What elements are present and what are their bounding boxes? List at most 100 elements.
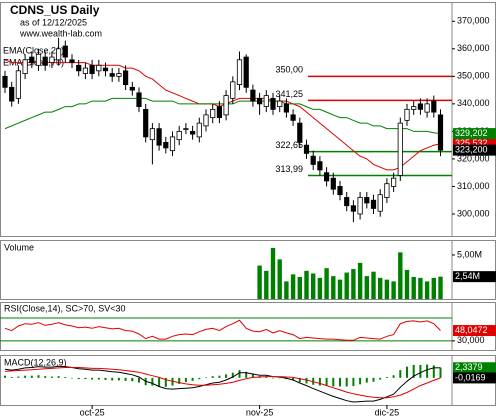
histogram-bar: [359, 377, 362, 385]
candle-body: [89, 64, 95, 74]
volume-bar: [398, 252, 403, 299]
candle-body: [49, 56, 55, 63]
volume-bar: [378, 277, 383, 299]
histogram-bar: [439, 367, 442, 378]
value-label: 2,54M: [455, 271, 480, 281]
candle-body: [337, 186, 343, 196]
candle-body: [310, 155, 316, 165]
panel-title: Volume: [4, 242, 34, 252]
volume-bar: [337, 279, 343, 299]
histogram-bar: [131, 377, 134, 382]
candle-body: [370, 199, 377, 209]
histogram-bar: [406, 366, 408, 378]
chart-title: CDNS_US Daily: [10, 3, 100, 17]
histogram-bar: [332, 377, 335, 387]
histogram-bar: [379, 377, 382, 380]
candle-body: [196, 122, 202, 138]
value-label: 2,3379: [455, 362, 483, 372]
histogram-bar: [385, 376, 388, 378]
histogram-bar: [272, 377, 274, 379]
candle-body: [109, 73, 115, 77]
value-label: -0,0169: [455, 372, 486, 382]
histogram-bar: [104, 377, 107, 380]
histogram-bar: [44, 376, 47, 378]
candle-body: [56, 48, 62, 61]
candle-body: [223, 95, 229, 116]
histogram-bar: [211, 376, 214, 378]
histogram-bar: [325, 377, 328, 387]
histogram-bar: [251, 374, 254, 378]
volume-bar: [364, 276, 369, 299]
panel-title: RSI(Close,14), SC>70, SV<30: [4, 303, 126, 313]
candle-body: [377, 194, 383, 212]
candle-body: [129, 86, 135, 91]
candle-body: [102, 67, 109, 72]
ema-line: [4, 97, 441, 135]
histogram-bar: [84, 377, 87, 380]
histogram-bar: [138, 377, 140, 383]
candle-body: [263, 95, 269, 108]
volume-bar: [357, 262, 363, 299]
candle-body: [297, 122, 303, 143]
y-tick-label: 350,000: [457, 71, 490, 81]
volume-bar: [277, 259, 282, 299]
candle-body: [323, 172, 330, 182]
candle-body: [404, 108, 410, 121]
value-box: [453, 372, 496, 384]
candle-body: [411, 106, 417, 110]
candle-body: [424, 103, 430, 113]
histogram-bar: [278, 377, 281, 379]
histogram-bar: [365, 377, 368, 383]
candle-body: [330, 177, 336, 190]
candle-body: [183, 128, 189, 131]
value-box: [453, 144, 496, 156]
histogram-bar: [345, 377, 348, 387]
candle-body: [156, 128, 162, 146]
histogram-bar: [124, 377, 127, 381]
level-label: 313,99: [275, 164, 303, 174]
candle-body: [364, 197, 370, 204]
candle-body: [236, 59, 243, 85]
histogram-bar: [178, 377, 181, 384]
candle-body: [96, 64, 102, 72]
candle-body: [203, 114, 209, 127]
level-label: 322,65: [275, 140, 303, 150]
level-label: 341,25: [275, 89, 303, 99]
candle-body: [76, 64, 82, 72]
y-tick-label: 340,000: [457, 98, 490, 108]
candle-body: [230, 81, 236, 99]
histogram-bar: [191, 377, 194, 381]
histogram-bar: [392, 375, 395, 378]
candle-body: [431, 100, 437, 113]
volume-bar: [284, 281, 289, 299]
subtitle: as of 12/12/2025: [20, 17, 87, 27]
candle-body: [317, 161, 323, 171]
histogram-bar: [24, 375, 27, 378]
panel-title: MACD(12,26,9): [4, 357, 67, 367]
histogram-bar: [292, 377, 295, 381]
histogram-bar: [298, 377, 301, 383]
y-tick-label: 320,000: [457, 153, 490, 163]
candle-body: [35, 53, 42, 66]
x-tick-label: dic-25: [375, 407, 400, 417]
histogram-bar: [231, 372, 234, 378]
candle-body: [176, 130, 182, 141]
histogram-bar: [57, 376, 60, 378]
candle-body: [277, 100, 283, 108]
histogram-bar: [17, 376, 20, 378]
value-box: [453, 325, 496, 337]
legend-entry: EMA(Close,21): [3, 45, 64, 55]
x-tick-label: nov-25: [246, 407, 274, 417]
value-label: 329,202: [455, 128, 488, 138]
volume-bar: [257, 265, 262, 299]
ema-line: [4, 59, 441, 171]
volume-bar: [371, 271, 376, 299]
histogram-bar: [30, 375, 33, 378]
candle-body: [283, 103, 290, 113]
volume-bar: [418, 277, 423, 299]
histogram-bar: [426, 364, 429, 378]
histogram-bar: [184, 377, 187, 383]
candle-body: [243, 56, 249, 88]
volume-bar: [384, 279, 390, 299]
